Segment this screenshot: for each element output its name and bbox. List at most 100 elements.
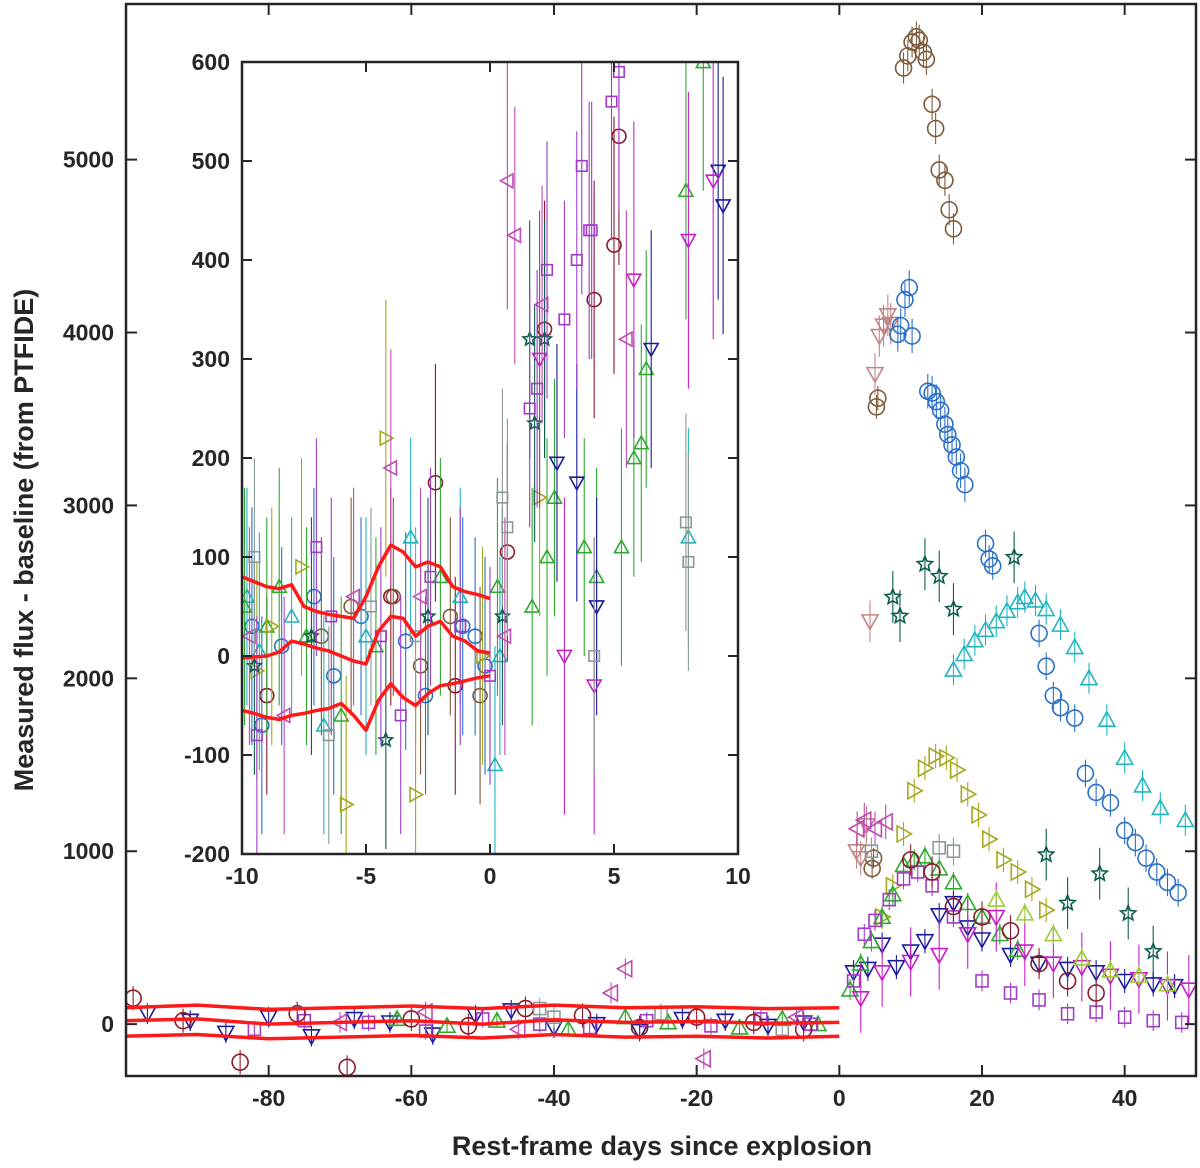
main-series xyxy=(889,270,974,502)
main-data-point xyxy=(487,1011,507,1028)
main-data-point xyxy=(936,171,954,190)
inset-y-tick-label: 300 xyxy=(192,346,230,372)
inset-series xyxy=(548,62,732,716)
main-data-point xyxy=(885,876,903,896)
main-data-point xyxy=(923,95,941,114)
inset-y-tick-label: 500 xyxy=(192,148,230,174)
inset-y-tick-label: 400 xyxy=(192,247,230,273)
main-y-axis-title: Measured flux - baseline (from PTFIDE) xyxy=(9,289,39,792)
main-data-point xyxy=(883,587,903,606)
inset-data-point xyxy=(617,330,633,348)
main-data-point xyxy=(882,892,897,907)
inset-data-point xyxy=(642,342,660,358)
main-data-point xyxy=(673,1011,692,1029)
main-data-point xyxy=(1058,892,1078,912)
main-data-point xyxy=(1118,903,1138,922)
main-series xyxy=(976,529,1187,907)
main-y-tick-label: 2000 xyxy=(63,665,114,691)
main-x-tick-label: 40 xyxy=(1112,1085,1138,1111)
inset-x-tick-label: -5 xyxy=(356,863,377,889)
inset-data-point xyxy=(394,709,407,722)
main-data-point xyxy=(1060,1006,1075,1021)
main-series xyxy=(944,581,1195,836)
inset-data-point xyxy=(424,570,437,583)
inset-data-point xyxy=(242,627,256,645)
main-data-point xyxy=(847,819,865,839)
main-data-point xyxy=(687,1008,706,1027)
inset-data-point xyxy=(605,95,618,108)
inset-data-point xyxy=(546,488,563,505)
main-data-point xyxy=(1090,863,1110,882)
main-data-point xyxy=(1072,948,1092,966)
main-data-point xyxy=(508,1019,526,1039)
main-data-point xyxy=(1001,921,1020,940)
inset-data-point xyxy=(250,729,263,742)
inset-data-point xyxy=(411,588,427,605)
inset-data-point xyxy=(242,587,256,604)
main-data-point xyxy=(938,425,957,444)
main-data-point xyxy=(1026,590,1045,608)
inset-data-point xyxy=(588,649,601,663)
inset-data-point xyxy=(531,352,548,368)
main-data-point xyxy=(986,909,1006,927)
main-data-point xyxy=(926,119,945,138)
main-x-axis-title: Rest-frame days since explosion xyxy=(452,1131,872,1161)
main-data-point xyxy=(900,278,919,297)
inset-plot-panel: -10 -5 0 5 10 -200 -100 0 100 200 300 400 500 600 xyxy=(184,49,751,889)
main-noise-band-lower xyxy=(126,1032,840,1041)
inset-series xyxy=(248,388,695,845)
main-data-point xyxy=(896,290,914,309)
main-data-layer xyxy=(126,21,1196,1076)
main-data-point xyxy=(231,1053,249,1071)
main-data-point xyxy=(1076,764,1095,783)
inset-data-point xyxy=(709,164,727,180)
main-data-point xyxy=(868,913,882,928)
inset-data-point xyxy=(344,588,361,605)
inset-y-tick-label: 0 xyxy=(217,643,230,669)
main-data-point xyxy=(972,932,992,950)
inset-y-tick-labels: -200 -100 0 100 200 300 400 500 600 xyxy=(184,49,230,867)
inset-data-point xyxy=(682,555,695,569)
main-data-point xyxy=(1065,637,1085,655)
main-data-point xyxy=(1150,798,1170,816)
inset-data-point xyxy=(417,687,434,704)
inset-data-point xyxy=(694,62,712,69)
inset-data-point xyxy=(531,382,544,395)
main-data-point xyxy=(1169,883,1187,902)
main-data-point xyxy=(940,200,958,219)
main-data-point xyxy=(981,829,999,849)
main-data-point xyxy=(928,746,946,766)
main-data-point xyxy=(944,872,963,890)
inset-data-point xyxy=(273,638,290,654)
main-noise-band-center xyxy=(126,1017,840,1026)
main-data-point xyxy=(459,1017,478,1035)
main-data-point xyxy=(949,760,967,780)
inset-data-point xyxy=(568,476,586,492)
main-data-point xyxy=(917,50,936,69)
main-data-point xyxy=(930,161,949,179)
inset-data-point xyxy=(506,226,522,244)
main-data-point xyxy=(975,974,989,988)
main-data-point xyxy=(890,605,910,625)
main-data-point xyxy=(1175,810,1195,828)
inset-data-point xyxy=(533,296,549,313)
main-data-point xyxy=(901,851,920,869)
main-noise-band-upper xyxy=(126,1003,840,1012)
inset-noise-band-lower xyxy=(242,674,491,733)
main-x-tick-label: 0 xyxy=(833,1085,846,1111)
main-data-point xyxy=(958,927,978,944)
inset-data-point xyxy=(606,237,622,253)
main-data-point xyxy=(1101,960,1120,978)
main-data-point xyxy=(944,219,963,238)
inset-data-point xyxy=(295,558,311,576)
main-plot-panel: -80 -60 -40 -20 0 20 40 010002000300040005000 … xyxy=(9,2,1198,1161)
inset-data-point xyxy=(322,729,335,742)
main-data-point xyxy=(846,974,861,988)
main-data-point xyxy=(1086,965,1106,982)
main-data-point xyxy=(923,384,941,402)
main-data-point xyxy=(960,784,978,804)
inset-series xyxy=(242,62,633,835)
main-data-point xyxy=(936,415,954,433)
main-data-point xyxy=(1039,900,1056,920)
main-x-tick-label: 20 xyxy=(969,1085,995,1111)
